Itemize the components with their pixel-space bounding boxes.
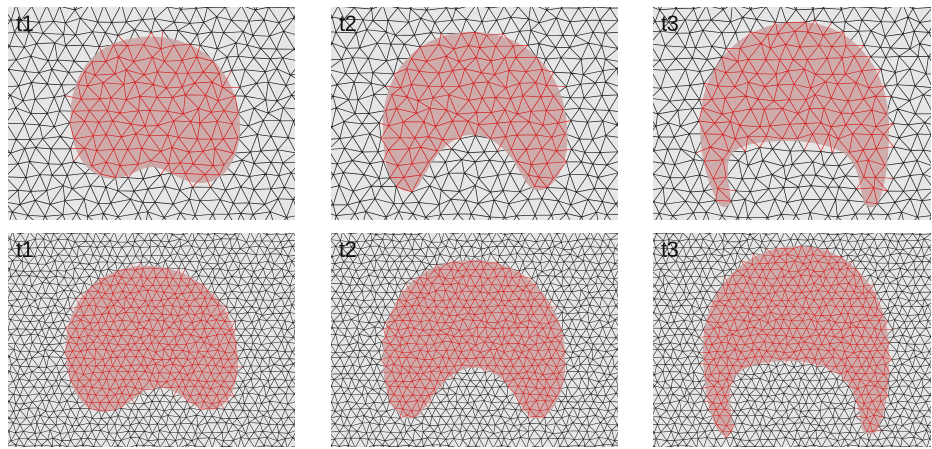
panel-fine-t3: t3: [653, 233, 931, 447]
deforming-shape: [700, 21, 889, 208]
panel-fine-t1: t1: [8, 233, 295, 447]
panel-coarse-t3: t3: [653, 7, 931, 220]
background-mesh: [331, 233, 618, 447]
mesh-canvas: [653, 7, 931, 220]
mesh-canvas: [331, 7, 618, 220]
mesh-canvas: [8, 7, 295, 220]
mesh-canvas: [8, 233, 295, 447]
shape-mesh: [379, 32, 572, 193]
deforming-shape: [70, 36, 241, 183]
panel-label: t1: [16, 11, 34, 36]
shape-mesh: [699, 245, 893, 438]
panel-coarse-t2: t2: [331, 7, 618, 220]
background-mesh: [653, 233, 931, 447]
panel-coarse-t1: t1: [8, 7, 295, 220]
shape-mesh: [380, 260, 568, 419]
panel-label: t2: [339, 237, 357, 262]
mesh-canvas: [653, 233, 931, 447]
panel-label: t1: [16, 237, 34, 262]
panel-label: t2: [339, 11, 357, 36]
background-mesh: [8, 7, 295, 220]
shape-mesh: [695, 19, 894, 205]
shape-mesh: [64, 30, 240, 188]
mesh-canvas: [331, 233, 618, 447]
background-mesh: [8, 233, 295, 447]
panel-label: t3: [661, 237, 679, 262]
deforming-shape: [65, 265, 239, 412]
background-mesh: [331, 7, 618, 220]
background-mesh: [653, 7, 931, 220]
panel-label: t3: [661, 11, 679, 36]
shape-mesh: [64, 262, 244, 412]
panel-fine-t2: t2: [331, 233, 618, 447]
